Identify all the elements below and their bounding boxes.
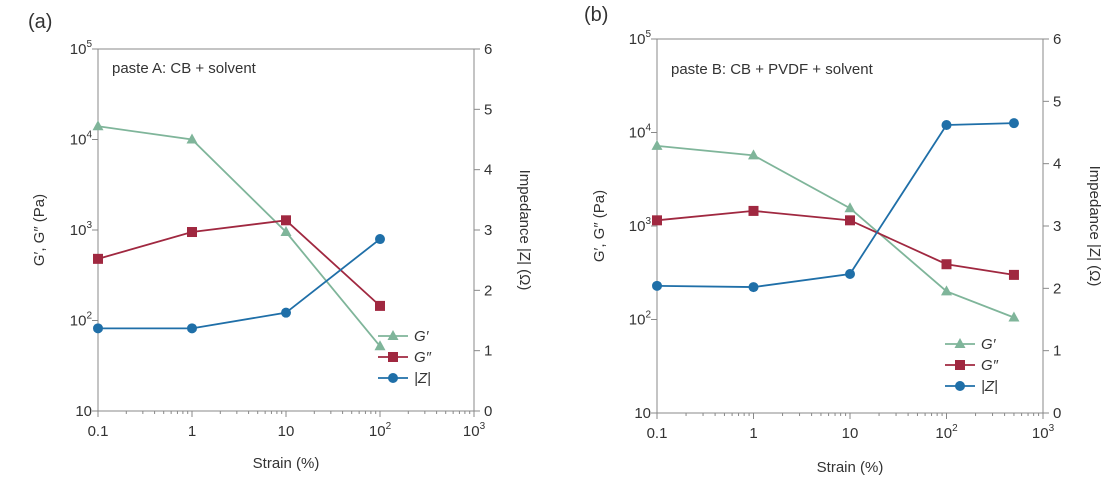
- series-line-1: [97, 219, 381, 307]
- x-tick-label: 10: [842, 425, 859, 442]
- x-tick-label: 103: [463, 421, 486, 440]
- panel-label: (b): [584, 4, 608, 26]
- series-point-2: [652, 280, 662, 291]
- legend-marker-1: [388, 352, 398, 362]
- series-point-2: [1008, 118, 1019, 129]
- series-point-0: [1008, 311, 1020, 322]
- y2-tick-label: 2: [484, 282, 492, 299]
- series-line-0: [656, 144, 1015, 319]
- y2-tick-label: 4: [484, 162, 492, 179]
- x-tick-label: 102: [369, 421, 392, 440]
- series-point-2: [845, 268, 855, 279]
- series-point-1: [748, 205, 759, 216]
- y-tick-label: 105: [629, 29, 652, 48]
- chart-panel-b: 0.1 1 10 102 103 10 102 103 104 105 0 1 2 3 4 5 6 G′ G″ |Z|…: [584, 4, 1103, 476]
- legend-marker-0: [954, 338, 966, 348]
- y2-tick-label: 1: [484, 343, 492, 360]
- x-tick-label: 103: [1032, 423, 1055, 442]
- legend-marker-0: [387, 330, 399, 340]
- series-point-1: [93, 253, 103, 264]
- y2-tick-label: 5: [1053, 93, 1061, 110]
- y-tick-label: 105: [70, 39, 93, 58]
- series-point-0: [844, 202, 856, 213]
- legend-label-0: G′: [414, 328, 430, 345]
- series-point-2: [748, 282, 759, 293]
- y-axis-label: G′, G″ (Pa): [31, 194, 48, 266]
- series-point-1: [281, 215, 291, 226]
- series-point-2: [93, 323, 103, 334]
- series-point-1: [1008, 269, 1019, 280]
- series-point-0: [748, 149, 759, 160]
- legend-label-1: G″: [981, 357, 999, 374]
- series-point-2: [941, 120, 952, 131]
- series-point-0: [651, 139, 663, 150]
- y-tick-label: 103: [629, 216, 652, 235]
- y-tick-label: 10: [75, 403, 92, 420]
- x-tick-label: 10: [278, 423, 295, 440]
- y2-tick-label: 5: [484, 101, 492, 118]
- y-tick-label: 103: [70, 220, 93, 239]
- series-line-0: [97, 125, 381, 347]
- series-point-2: [281, 307, 291, 318]
- y-axis-label: G′, G″ (Pa): [591, 190, 608, 262]
- series-line-1: [656, 210, 1015, 276]
- legend-label-2: |Z|: [414, 370, 431, 387]
- series-point-1: [845, 215, 855, 226]
- y2-tick-label: 1: [1053, 343, 1061, 360]
- y-tick-label: 102: [629, 310, 652, 329]
- series-line-2: [656, 122, 1014, 288]
- x-tick-label: 0.1: [88, 423, 109, 440]
- y2-tick-label: 0: [484, 403, 492, 420]
- x-tick-label: 0.1: [647, 425, 668, 442]
- panel-label: (a): [28, 11, 52, 33]
- chart-annotation: paste A: CB + solvent: [112, 60, 257, 77]
- y2-tick-label: 2: [1053, 280, 1061, 297]
- series-point-0: [941, 285, 952, 296]
- y-tick-label: 102: [70, 311, 93, 330]
- legend-label-2: |Z|: [981, 378, 998, 395]
- series-point-0: [280, 226, 292, 237]
- legend-marker-1: [955, 360, 965, 370]
- legend-marker-2: [388, 373, 398, 383]
- series-line-2: [98, 238, 381, 330]
- y2-tick-label: 3: [1053, 218, 1061, 235]
- y2-tick-label: 6: [1053, 31, 1061, 48]
- y2-axis-label: Impedance |Z| (Ω): [516, 170, 533, 291]
- y2-tick-label: 6: [484, 41, 492, 58]
- chart-annotation: paste B: CB + PVDF + solvent: [671, 61, 874, 78]
- legend-marker-2: [955, 381, 965, 391]
- x-axis-label: Strain (%): [253, 455, 320, 472]
- x-tick-label: 1: [749, 425, 757, 442]
- y2-axis-label: Impedance |Z| (Ω): [1086, 166, 1103, 287]
- series-point-1: [187, 227, 197, 238]
- series-point-0: [186, 133, 198, 144]
- x-tick-label: 102: [935, 423, 958, 442]
- x-tick-label: 1: [188, 423, 196, 440]
- series-point-2: [187, 323, 197, 334]
- legend-label-1: G″: [414, 349, 432, 366]
- y2-tick-label: 0: [1053, 405, 1061, 422]
- y-tick-label: 104: [70, 130, 93, 149]
- legend-label-0: G′: [981, 336, 997, 353]
- series-point-1: [652, 215, 662, 226]
- x-axis-label: Strain (%): [817, 459, 884, 476]
- y2-tick-label: 4: [1053, 156, 1061, 173]
- chart-panel-a: 0.1 1 10 102 103 10 102 103 104 105 0 1 2 3 4 5 6 G′ G″ |Z|…: [28, 11, 533, 472]
- series-point-1: [941, 259, 952, 270]
- y2-tick-label: 3: [484, 222, 492, 239]
- series-point-1: [375, 300, 385, 311]
- y-tick-label: 10: [634, 405, 651, 422]
- series-point-0: [374, 340, 386, 351]
- series-point-0: [92, 120, 104, 131]
- series-point-2: [375, 234, 385, 245]
- y-tick-label: 104: [629, 123, 652, 142]
